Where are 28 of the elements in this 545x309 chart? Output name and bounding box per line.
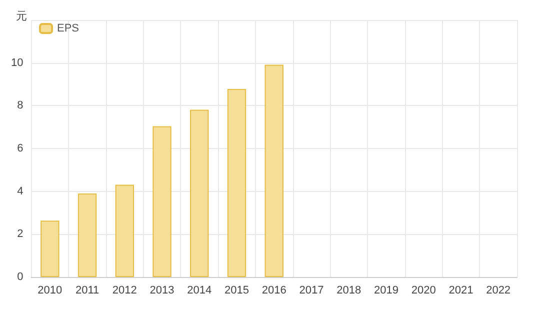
x-tick-label: 2020	[411, 284, 436, 296]
y-axis-title: 元	[16, 10, 28, 22]
legend-label: EPS	[57, 22, 80, 34]
y-tick-label: 6	[17, 142, 24, 154]
x-tick-label: 2014	[187, 284, 212, 296]
bar	[78, 193, 97, 277]
x-tick-label: 2022	[486, 284, 511, 296]
bar	[227, 88, 246, 277]
x-tick-label: 2011	[75, 284, 100, 296]
bar	[115, 184, 134, 277]
x-tick-label: 2012	[112, 284, 137, 296]
x-tick-label: 2019	[374, 284, 398, 296]
x-tick-label: 2017	[299, 284, 324, 296]
bar	[40, 220, 60, 277]
x-tick-label: 2021	[448, 284, 474, 296]
y-tick-label: 0	[17, 271, 24, 283]
x-tick-label: 2015	[224, 284, 249, 296]
bar	[264, 64, 284, 277]
bar	[190, 110, 209, 277]
x-tick-label: 2013	[150, 284, 174, 296]
bar	[152, 126, 172, 277]
x-tick-label: 2018	[336, 284, 362, 296]
x-tick-label: 2010	[38, 284, 62, 296]
y-tick-label: 10	[10, 56, 24, 69]
y-tick-label: 2	[17, 228, 24, 240]
y-tick-label: 4	[17, 185, 24, 198]
y-tick-label: 8	[17, 100, 24, 112]
x-tick-label: 2016	[262, 284, 286, 296]
